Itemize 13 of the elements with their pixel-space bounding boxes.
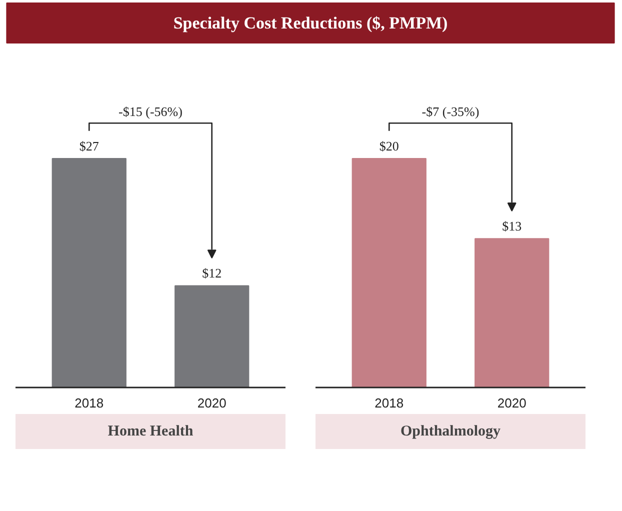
x-axis-title: Ophthalmology <box>400 424 502 440</box>
x-tick-label: 2020 <box>197 396 226 410</box>
x-tick-label: 2018 <box>374 396 404 410</box>
chart-title: Specialty Cost Reductions ($, PMPM) <box>173 14 448 32</box>
x-tick-label: 2018 <box>74 396 104 410</box>
data-label: $13 <box>502 218 522 234</box>
text: -$7 (-35%) <box>422 104 480 120</box>
text: -$15 (-56%) <box>118 104 182 120</box>
data-label: $27 <box>79 138 100 154</box>
x-axis-title: Home Health <box>108 424 194 440</box>
data-label: $12 <box>202 266 222 281</box>
data-label: $20 <box>379 138 399 154</box>
x-tick-label: 2020 <box>497 396 526 410</box>
